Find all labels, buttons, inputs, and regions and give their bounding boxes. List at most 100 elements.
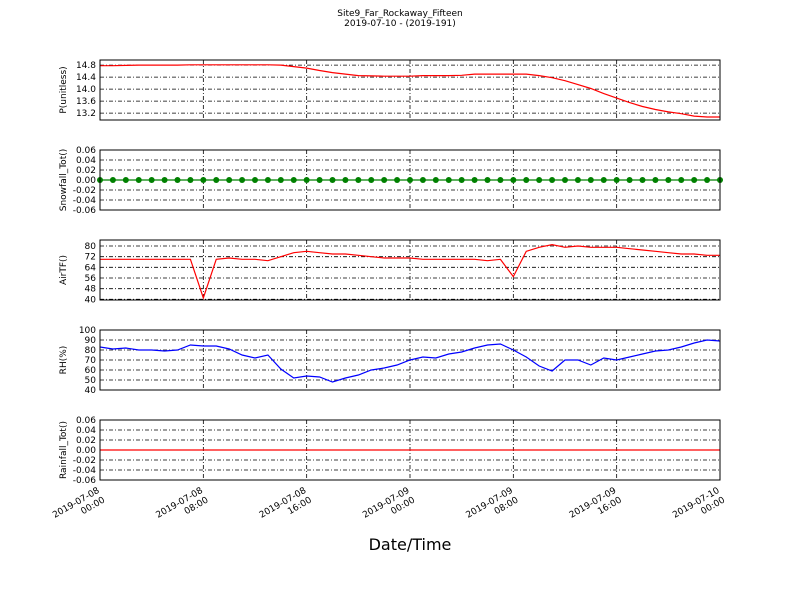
series-marker [161,177,168,183]
series-marker [549,177,556,183]
series-marker [419,177,426,183]
series-marker [187,177,194,183]
series-marker [691,177,698,183]
series-marker [174,177,181,183]
x-tick-label: 2019-07-0916:00 [568,486,624,530]
y-tick-label: -0.02 [73,186,96,196]
series-marker [316,177,323,183]
y-tick-label: 40 [85,295,97,305]
series-marker [523,177,530,183]
series-marker [484,177,491,183]
y-tick-label: 0.00 [76,446,96,456]
series-marker [109,177,116,183]
series-line [100,244,720,300]
y-tick-label: 0.04 [76,156,96,166]
x-tick-label: 2019-07-1000:00 [671,486,727,530]
x-tick-label: 2019-07-0816:00 [258,486,314,530]
series-marker [536,177,543,183]
series-marker [252,177,258,183]
series-marker [148,177,155,183]
y-tick-label: 64 [85,263,97,273]
series-marker [678,177,685,183]
series-marker [342,177,349,183]
series-marker [497,177,504,183]
series-marker [394,177,401,183]
series-marker [135,177,142,183]
y-tick-label: 14.8 [76,61,96,71]
y-tick-label: 0.06 [76,146,96,156]
y-axis-label: Snowfall_Tot() [59,149,69,212]
series-marker [574,177,581,183]
y-axis-label: Rainfall_Tot() [59,421,69,479]
x-tick-label: 2019-07-0908:00 [465,486,521,530]
series-marker [122,177,129,183]
x-tick-label: 2019-07-0900:00 [361,486,417,530]
y-axis-label: P(unitless) [59,66,69,113]
series-marker [665,177,672,183]
x-axis-label: Date/Time [369,535,452,554]
series-marker [626,177,633,183]
y-tick-label: 80 [85,242,97,252]
x-tick-label: 2019-07-0808:00 [155,486,211,530]
y-tick-label: 80 [85,346,97,356]
series-marker [381,177,388,183]
series-marker [562,177,568,183]
y-tick-label: 0.02 [76,166,96,176]
series-marker [613,177,620,183]
y-axis-label: RH(%) [59,346,69,375]
y-tick-label: 90 [85,336,97,346]
plot-frame [99,239,721,301]
series-marker [303,177,310,183]
series-line [99,339,721,383]
series-marker [213,177,220,183]
y-tick-label: 56 [85,274,97,284]
series-marker [200,177,207,183]
y-tick-label: 72 [85,253,96,263]
series-marker [458,177,465,183]
series-line [100,64,720,118]
y-tick-label: -0.06 [73,476,97,486]
series-marker [239,177,246,183]
subtitle: 2019-07-10 - (2019-191) [344,19,456,29]
plot-frame [99,329,721,391]
series-marker [510,177,517,183]
y-tick-label: 13.2 [76,109,96,119]
series-marker [368,177,375,183]
y-tick-label: 60 [85,366,97,376]
y-axis-label: AirTF() [59,255,69,285]
series-marker [355,177,362,183]
y-tick-label: 0.04 [76,426,96,436]
y-tick-label: 48 [85,285,97,295]
y-tick-label: 100 [79,326,96,336]
plot-frame [99,59,721,121]
y-tick-label: -0.02 [73,456,96,466]
series-marker [329,177,336,183]
series-marker [587,177,594,183]
y-tick-label: -0.04 [73,466,97,476]
y-tick-label: 0.02 [76,436,96,446]
series-marker [277,177,284,183]
y-tick-label: 14.4 [76,73,96,83]
series-marker [704,177,711,183]
plot-frame [99,149,721,211]
series-marker [652,177,659,183]
y-tick-label: 50 [85,376,97,386]
y-tick-label: 13.6 [76,97,96,107]
series-marker [639,177,646,183]
series-marker [471,177,478,183]
x-tick-label: 2019-07-0800:00 [51,486,107,530]
y-tick-label: 0.00 [76,176,96,186]
y-tick-label: 70 [85,356,97,366]
plot-frame [99,419,721,481]
series-marker [264,177,271,183]
title: Site9_Far_Rockaway_Fifteen [337,9,463,19]
y-tick-label: 0.06 [76,416,96,426]
series-marker [432,177,439,183]
y-tick-label: -0.06 [73,206,97,216]
series-marker [600,177,607,183]
y-tick-label: 40 [85,386,97,396]
series-marker [407,177,413,183]
series-marker [290,177,297,183]
y-tick-label: 14.0 [76,85,96,95]
